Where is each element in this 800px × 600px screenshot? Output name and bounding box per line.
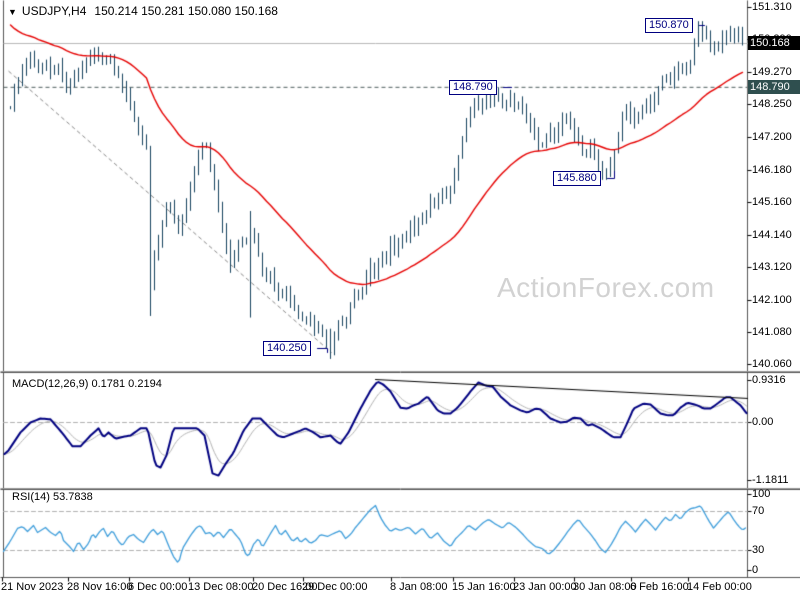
ohlc-values: 150.214 150.281 150.080 150.168 [94, 4, 278, 18]
price-axis-label: 142.100 [752, 294, 792, 306]
time-axis-label: 29 Dec 00:00 [302, 581, 368, 593]
current-price-tag: 150.168 [748, 36, 800, 50]
price-level-annotation[interactable]: 145.880 [553, 171, 601, 186]
macd-axis-label: 0.9316 [752, 374, 786, 386]
time-axis-label: 23 Jan 00:00 [513, 581, 577, 593]
price-axis-label: 148.250 [752, 98, 792, 110]
time-axis-label: 14 Feb 00:00 [687, 581, 752, 593]
price-axis-label: 151.310 [752, 1, 792, 13]
price-level-annotation[interactable]: 140.250 [263, 341, 311, 356]
time-axis-label: 30 Jan 08:00 [573, 581, 637, 593]
time-axis-label: 8 Jan 08:00 [390, 581, 448, 593]
price-axis-label: 147.200 [752, 131, 792, 143]
price-axis-label: 146.180 [752, 164, 792, 176]
resistance-level-tag: 148.790 [748, 80, 800, 94]
time-axis-label: 28 Nov 16:00 [67, 581, 133, 593]
rsi-axis-label: 30 [752, 544, 765, 556]
time-axis-label: 15 Jan 16:00 [452, 581, 516, 593]
time-axis-label: 20 Dec 16:00 [252, 581, 318, 593]
watermark: ActionForex.com [497, 272, 715, 303]
macd-axis-label: 0.00 [752, 416, 774, 428]
price-axis-label: 140.060 [752, 358, 792, 370]
rsi-axis-label: 70 [752, 505, 765, 517]
rsi-indicator-label: RSI(14) 53.7838 [12, 491, 93, 503]
price-axis-label: 145.160 [752, 196, 792, 208]
price-axis-label: 143.120 [752, 261, 792, 273]
rsi-axis-label: 100 [752, 488, 771, 500]
time-axis-label: 6 Feb 16:00 [630, 581, 689, 593]
rsi-axis-label: 0 [752, 564, 759, 576]
chart-title: ▼ USDJPY,H4 150.214 150.281 150.080 150.16… [8, 4, 278, 18]
price-level-annotation[interactable]: 150.870 [645, 18, 693, 33]
symbol-timeframe-label: USDJPY,H4 [21, 4, 87, 18]
macd-axis-label: -1.1811 [752, 474, 789, 486]
time-axis-label: 21 Nov 2023 [1, 581, 64, 593]
price-axis-label: 141.080 [752, 326, 792, 338]
price-axis-label: 144.140 [752, 229, 792, 241]
time-axis-label: 6 Dec 00:00 [128, 581, 188, 593]
time-axis-label: 13 Dec 08:00 [188, 581, 254, 593]
price-level-annotation[interactable]: 148.790 [449, 80, 497, 95]
symbol-dropdown-icon[interactable]: ▼ [8, 7, 17, 17]
macd-indicator-label: MACD(12,26,9) 0.1781 0.2194 [12, 378, 162, 390]
price-axis-label: 149.270 [752, 66, 792, 78]
